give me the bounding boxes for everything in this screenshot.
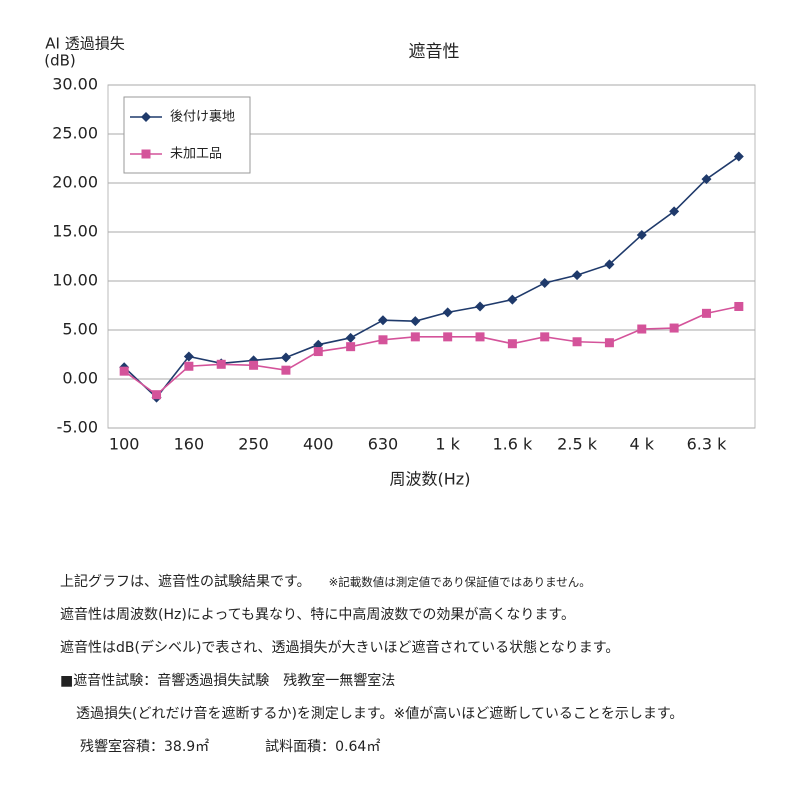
data-point xyxy=(701,174,712,185)
x-tick-label: 4 k xyxy=(630,435,655,454)
legend-box xyxy=(123,96,251,174)
x-tick-label: 2.5 k xyxy=(557,435,598,454)
x-tick-label: 250 xyxy=(238,435,269,454)
data-point xyxy=(443,332,453,342)
y-tick-label: 0.00 xyxy=(62,369,98,388)
data-point xyxy=(410,316,421,327)
note-line: 遮音性はdB(デシベル)で表され、透過損失が大きいほど遮音されている状態となりま… xyxy=(60,640,620,656)
note-line: 残響室容積：38.9㎡ 試料面積：0.64㎡ xyxy=(80,731,683,764)
note: 上記グラフは、遮音性の試験結果です。 xyxy=(60,574,311,590)
y-tick-label: 15.00 xyxy=(52,222,98,241)
data-point xyxy=(669,206,680,217)
series-line xyxy=(123,305,739,396)
data-point xyxy=(733,151,744,162)
note-line: ■遮音性試験：音響透過損失試験 残教室一無響室法 xyxy=(60,673,396,689)
y-axis-label: AI 透過損失 xyxy=(45,35,124,53)
series-line xyxy=(123,155,740,399)
data-point xyxy=(216,359,226,369)
data-point xyxy=(572,337,582,347)
x-tick-label: 400 xyxy=(303,435,334,454)
y-axis-label: (dB) xyxy=(44,52,76,70)
note-line: 遮音性は周波数(Hz)によっても異なり、特に中高周波数での効果が高くなります。 xyxy=(60,607,576,623)
note-line: 透過損失(どれだけ音を遮断するか)を測定します。※値が高いほど遮断していることを… xyxy=(76,706,684,722)
data-point xyxy=(572,270,583,281)
x-tick-label: 1.6 k xyxy=(492,435,533,454)
data-point xyxy=(636,229,647,240)
data-point xyxy=(281,365,291,375)
data-point xyxy=(604,259,615,270)
data-point xyxy=(539,277,550,288)
y-tick-label: 30.00 xyxy=(52,75,98,94)
note: ※記載数値は測定値であり保証値ではありません。 xyxy=(328,575,591,589)
data-point xyxy=(507,294,518,305)
x-tick-label: 160 xyxy=(174,435,205,454)
data-point xyxy=(345,332,356,343)
legend-label: 後付け裏地 xyxy=(170,110,235,125)
data-point xyxy=(249,360,259,370)
legend-marker xyxy=(141,149,151,159)
data-point xyxy=(378,335,388,345)
x-tick-label: 100 xyxy=(109,435,140,454)
note: 試料面積：0.64㎡ xyxy=(265,739,381,755)
legend-marker xyxy=(141,112,151,122)
data-point xyxy=(313,347,323,357)
note-line: 上記グラフは、遮音性の試験結果です。 ※記載数値は測定値であり保証値ではありません… xyxy=(60,566,683,599)
data-point xyxy=(734,301,744,311)
y-tick-label: 5.00 xyxy=(62,320,98,339)
x-tick-label: 1 k xyxy=(435,435,460,454)
data-point xyxy=(507,339,517,349)
data-point xyxy=(184,361,194,371)
data-point xyxy=(540,332,550,342)
data-point xyxy=(183,351,194,362)
y-tick-label: 25.00 xyxy=(52,124,98,143)
y-tick-label: 10.00 xyxy=(52,271,98,290)
data-point xyxy=(701,308,711,318)
notes: 上記グラフは、遮音性の試験結果です。 ※記載数値は測定値であり保証値ではありません… xyxy=(60,566,683,764)
x-tick-label: 6.3 k xyxy=(687,435,728,454)
data-point xyxy=(637,324,647,334)
data-point xyxy=(475,301,486,312)
x-axis-label: 周波数(Hz) xyxy=(390,470,471,489)
legend-label: 未加工品 xyxy=(170,147,222,162)
note: 残響室容積：38.9㎡ xyxy=(80,739,210,755)
chart: AI 透過損失 (dB) 遮音性 周波数(Hz) -5.00 0.00 5.00 10… xyxy=(44,35,756,489)
x-tick-label: 630 xyxy=(368,435,399,454)
y-tick-label: 20.00 xyxy=(52,173,98,192)
data-point xyxy=(669,323,679,333)
data-point xyxy=(119,366,129,376)
data-point xyxy=(475,332,485,342)
data-point xyxy=(280,352,291,363)
data-point xyxy=(346,342,356,352)
data-point xyxy=(377,315,388,326)
y-tick-label: -5.00 xyxy=(57,418,98,437)
chart-title: 遮音性 xyxy=(409,42,460,62)
data-point xyxy=(410,332,420,342)
data-point xyxy=(442,307,453,318)
data-point xyxy=(604,338,614,348)
data-point xyxy=(152,390,162,400)
